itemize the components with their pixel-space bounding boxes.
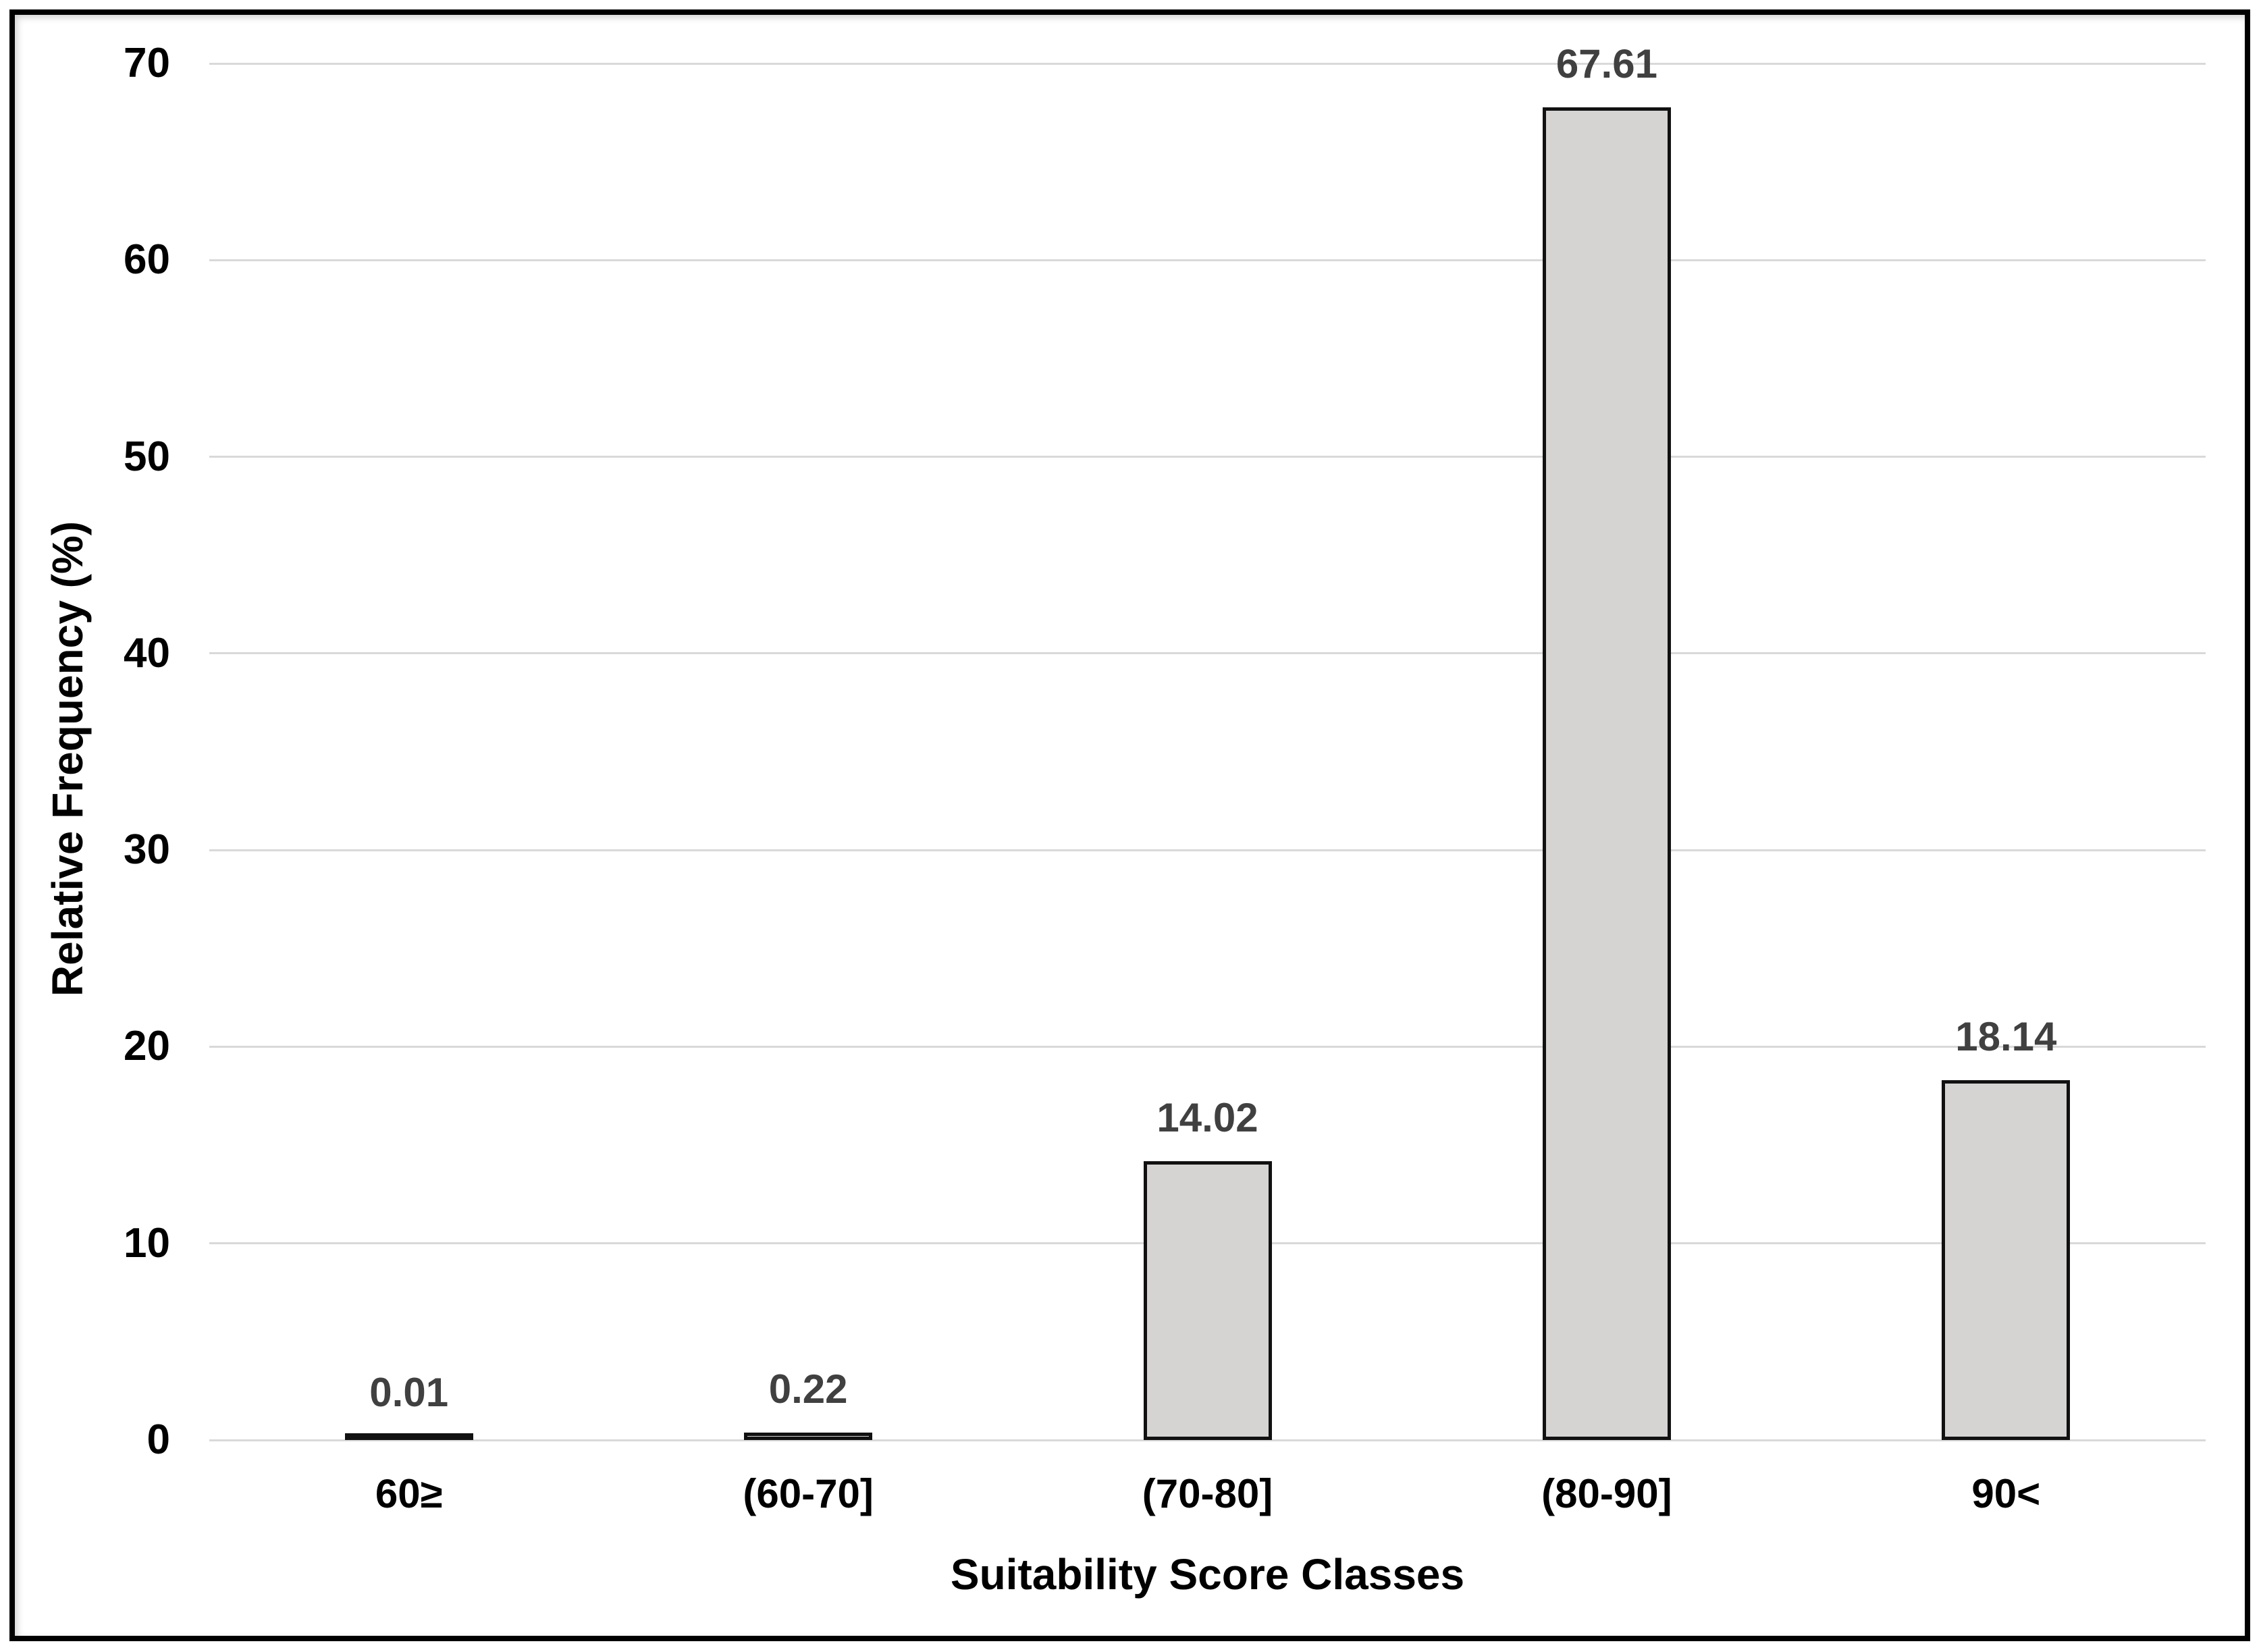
bar-value-label-3: 14.02 <box>1156 1094 1258 1140</box>
x-axis-title: Suitability Score Classes <box>950 1550 1465 1599</box>
x-tick-label-5: 90< <box>1971 1471 2041 1516</box>
y-tick-label-40: 40 <box>124 629 170 676</box>
gridline-60 <box>209 259 2206 261</box>
chart-frame-border <box>9 9 2250 1641</box>
y-tick-label-70: 70 <box>124 40 170 86</box>
y-tick-label-10: 10 <box>124 1219 170 1267</box>
x-tick-label-1: 60≥ <box>375 1471 443 1516</box>
x-tick-label-4: (80-90] <box>1541 1471 1672 1516</box>
bar-value-label-2: 0.22 <box>768 1366 848 1412</box>
y-tick-label-0: 0 <box>147 1416 170 1463</box>
gridline-40 <box>209 652 2206 655</box>
gridline-0 <box>209 1439 2206 1441</box>
y-tick-label-50: 50 <box>124 433 170 480</box>
bar-4 <box>1542 107 1671 1440</box>
x-tick-label-3: (70-80] <box>1142 1471 1273 1516</box>
gridline-30 <box>209 849 2206 851</box>
x-tick-label-2: (60-70] <box>743 1471 874 1516</box>
bar-3 <box>1143 1161 1272 1440</box>
y-tick-label-60: 60 <box>124 236 170 284</box>
gridline-50 <box>209 456 2206 458</box>
y-tick-label-20: 20 <box>124 1023 170 1070</box>
plot-area: 0.01 0.22 14.02 67.61 18.14 <box>209 41 2206 1441</box>
y-axis-tick-labels: 0 10 20 30 40 50 60 70 <box>0 40 170 1463</box>
bar-1 <box>344 1433 473 1440</box>
bar-value-label-1: 0.01 <box>369 1370 449 1415</box>
bar-value-label-5: 18.14 <box>1955 1013 2057 1059</box>
bar-2 <box>744 1432 873 1440</box>
gridline-70 <box>209 62 2206 65</box>
gridline-20 <box>209 1045 2206 1048</box>
y-tick-label-30: 30 <box>124 826 170 874</box>
bar-5 <box>1942 1080 2071 1440</box>
bar-value-label-4: 67.61 <box>1555 41 1657 86</box>
